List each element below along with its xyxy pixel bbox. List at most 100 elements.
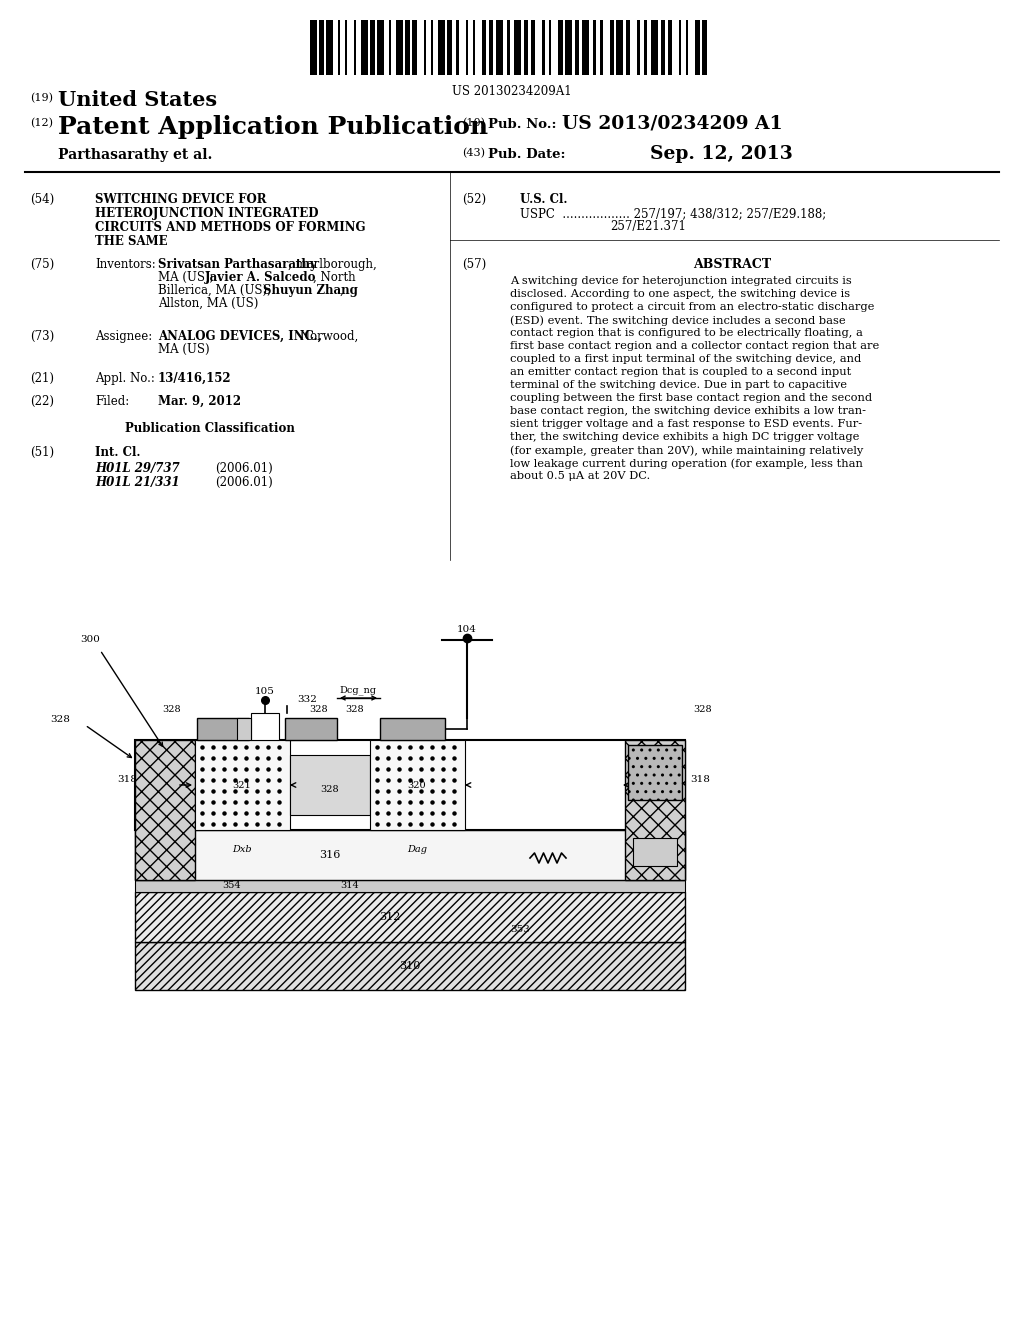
Bar [475, 20, 482, 75]
Text: disclosed. According to one aspect, the switching device is: disclosed. According to one aspect, the … [510, 289, 850, 300]
Bar [510, 20, 514, 75]
Bar [574, 20, 580, 75]
Bar [542, 20, 545, 75]
Text: (22): (22) [30, 395, 54, 408]
Bar [545, 20, 549, 75]
Bar [459, 20, 466, 75]
Text: US 2013/0234209 A1: US 2013/0234209 A1 [562, 115, 782, 133]
Text: 332: 332 [297, 696, 316, 705]
Bar [466, 20, 468, 75]
Text: Inventors:: Inventors: [95, 257, 156, 271]
Bar [356, 20, 361, 75]
Text: (ESD) event. The switching device includes a second base: (ESD) event. The switching device includ… [510, 315, 846, 326]
Bar [345, 20, 347, 75]
Bar [135, 892, 685, 942]
Text: US 20130234209A1: US 20130234209A1 [453, 84, 571, 98]
Text: configured to protect a circuit from an electro-static discharge: configured to protect a circuit from an … [510, 302, 874, 312]
Text: Appl. No.:: Appl. No.: [95, 372, 155, 385]
Bar [195, 741, 290, 830]
Text: Filed:: Filed: [95, 395, 129, 408]
Bar [380, 718, 445, 741]
Text: (21): (21) [30, 372, 54, 385]
Bar [410, 20, 413, 75]
Bar [413, 20, 417, 75]
Text: 328: 328 [321, 785, 339, 795]
Text: ANALOG DEVICES, INC.,: ANALOG DEVICES, INC., [158, 330, 322, 343]
Bar [658, 20, 660, 75]
Bar [197, 718, 249, 741]
Text: 314: 314 [341, 882, 359, 891]
Bar [702, 20, 707, 75]
Bar [558, 20, 563, 75]
Bar [628, 744, 682, 800]
Text: Dxb: Dxb [232, 846, 252, 854]
Bar [536, 20, 542, 75]
Text: (57): (57) [462, 257, 486, 271]
Bar [688, 20, 695, 75]
Bar [135, 830, 685, 880]
Bar [319, 20, 324, 75]
Bar [426, 20, 431, 75]
Bar [647, 20, 651, 75]
Text: (2006.01): (2006.01) [215, 477, 272, 488]
Bar [700, 20, 702, 75]
Bar [340, 20, 345, 75]
Text: ,: , [340, 284, 344, 297]
Text: Shuyun Zhang: Shuyun Zhang [263, 284, 357, 297]
Text: first base contact region and a collector contact region that are: first base contact region and a collecto… [510, 341, 880, 351]
Bar [600, 20, 602, 75]
Bar [624, 20, 626, 75]
Text: Pub. No.:: Pub. No.: [488, 117, 556, 131]
Bar [637, 20, 640, 75]
Text: 326: 326 [302, 725, 321, 734]
Bar [389, 20, 391, 75]
Bar [452, 20, 457, 75]
Bar [616, 20, 624, 75]
Bar [494, 20, 496, 75]
Bar [327, 20, 333, 75]
Text: ther, the switching device exhibits a high DC trigger voltage: ther, the switching device exhibits a hi… [510, 432, 859, 442]
Text: H01L 29/737: H01L 29/737 [95, 462, 179, 475]
Bar [371, 20, 375, 75]
Text: 316: 316 [319, 850, 341, 861]
Text: (51): (51) [30, 446, 54, 459]
Bar [552, 20, 558, 75]
Text: coupled to a first input terminal of the switching device, and: coupled to a first input terminal of the… [510, 354, 861, 364]
Text: 328: 328 [163, 705, 181, 714]
Bar [503, 20, 507, 75]
Text: 328: 328 [309, 705, 329, 714]
Bar [370, 741, 465, 830]
Bar [679, 20, 682, 75]
Bar [488, 20, 494, 75]
Text: , North: , North [313, 271, 355, 284]
Text: , marlborough,: , marlborough, [288, 257, 377, 271]
Bar [514, 20, 521, 75]
Bar [625, 741, 685, 880]
Text: Allston, MA (US): Allston, MA (US) [158, 297, 258, 310]
Bar [523, 20, 528, 75]
Text: (10): (10) [462, 117, 485, 128]
Bar [651, 20, 658, 75]
Bar [135, 942, 685, 990]
Bar [631, 20, 637, 75]
Text: 328: 328 [693, 705, 712, 714]
Bar [377, 20, 384, 75]
Bar [644, 20, 647, 75]
Text: ABSTRACT: ABSTRACT [693, 257, 771, 271]
Bar [447, 20, 452, 75]
Bar [633, 838, 677, 866]
Bar [593, 20, 596, 75]
Bar [596, 20, 600, 75]
Text: 312: 312 [379, 912, 400, 921]
Text: MA (US);: MA (US); [158, 271, 217, 284]
Text: an emitter contact region that is coupled to a second input: an emitter contact region that is couple… [510, 367, 851, 378]
Bar [406, 20, 410, 75]
Bar [486, 20, 488, 75]
Text: 257/E21.371: 257/E21.371 [610, 220, 686, 234]
Text: 300: 300 [80, 635, 100, 644]
Text: sient trigger voltage and a fast response to ESD events. Fur-: sient trigger voltage and a fast respons… [510, 418, 862, 429]
Text: (2006.01): (2006.01) [215, 462, 272, 475]
Bar [686, 20, 688, 75]
Bar [609, 20, 614, 75]
Bar [375, 20, 377, 75]
